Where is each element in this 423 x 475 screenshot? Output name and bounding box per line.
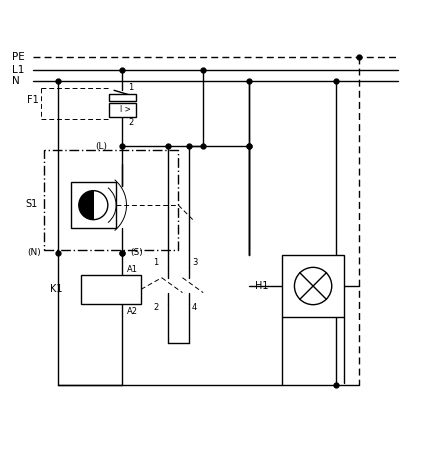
Text: N: N (12, 76, 20, 86)
Text: 1: 1 (154, 258, 159, 267)
Text: L1: L1 (12, 65, 25, 75)
Text: I >: I > (120, 105, 131, 114)
Text: (N): (N) (27, 248, 41, 257)
Text: H1: H1 (255, 281, 269, 291)
Wedge shape (79, 190, 93, 219)
Text: K1: K1 (50, 285, 62, 294)
Text: F1: F1 (27, 95, 39, 104)
Text: 2: 2 (129, 118, 134, 127)
Bar (81, 275, 141, 304)
Text: A1: A1 (126, 266, 137, 275)
Text: 2: 2 (154, 304, 159, 313)
Bar (71, 182, 116, 228)
Bar (282, 255, 344, 317)
Bar (44, 151, 179, 250)
Text: S1: S1 (25, 200, 37, 209)
Text: 3: 3 (192, 258, 198, 267)
Text: (S): (S) (131, 248, 143, 257)
Text: 4: 4 (192, 304, 197, 313)
Text: A2: A2 (126, 307, 137, 316)
Text: 1: 1 (129, 83, 134, 92)
Text: PE: PE (12, 52, 25, 62)
Bar (109, 95, 136, 101)
Text: (L): (L) (96, 142, 107, 151)
Bar (109, 103, 136, 117)
